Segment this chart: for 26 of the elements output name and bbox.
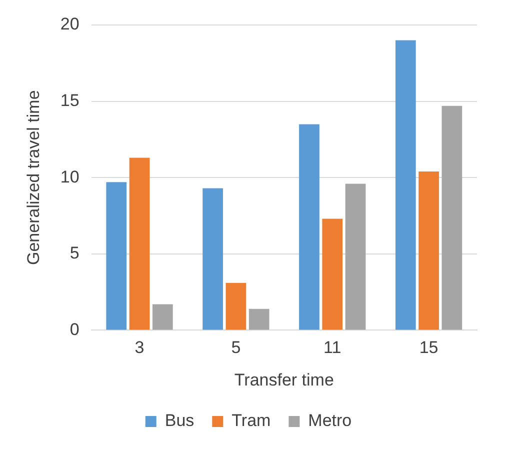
y-tick-label: 5 xyxy=(70,244,80,263)
legend-label: Bus xyxy=(164,411,194,430)
bar xyxy=(395,40,416,330)
bar xyxy=(442,106,462,330)
bar xyxy=(106,182,127,330)
x-tick-label: 5 xyxy=(231,338,241,358)
bar xyxy=(202,188,223,330)
bar xyxy=(129,158,150,330)
y-axis-title: Generalized travel time xyxy=(24,90,43,266)
legend-label: Metro xyxy=(308,411,352,430)
bar xyxy=(345,184,366,330)
x-tick-label: 15 xyxy=(419,338,438,358)
x-tick-label: 11 xyxy=(324,338,342,358)
bar xyxy=(322,218,343,330)
y-tick-label: 10 xyxy=(60,167,80,186)
bar xyxy=(299,124,320,330)
bar xyxy=(418,171,439,330)
bar xyxy=(248,308,270,330)
x-tick-label: 3 xyxy=(134,338,144,358)
bar xyxy=(226,282,246,330)
y-tick-label: 0 xyxy=(70,320,80,339)
bar xyxy=(152,304,173,330)
y-tick-label: 15 xyxy=(60,90,80,110)
x-axis-title: Transfer time xyxy=(234,370,334,390)
y-tick-label: 20 xyxy=(60,14,80,34)
legend-label: Tram xyxy=(232,411,271,430)
